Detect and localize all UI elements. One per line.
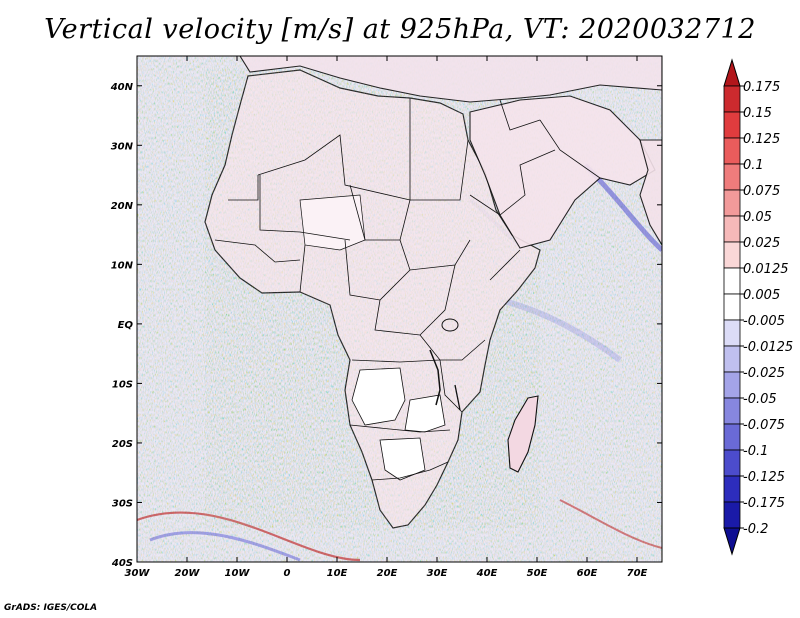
lon-tick-label: 30W xyxy=(125,568,151,579)
colorbar-segment xyxy=(723,371,741,399)
colorbar-label: -0.125 xyxy=(743,470,785,485)
colorbar-segment xyxy=(723,85,741,113)
colorbar-segment xyxy=(723,475,741,503)
lon-tick-label: 70E xyxy=(627,568,648,579)
europe-landmass xyxy=(239,56,662,103)
colorbar-label: 0.025 xyxy=(743,236,780,251)
colorbar-label: -0.1 xyxy=(743,444,768,459)
lon-axis: 30W 20W 10W 0 10E 20E 30E 40E 50E 60E 70E xyxy=(125,56,648,579)
lat-tick-label: EQ xyxy=(118,320,134,331)
colorbar-label: 0.005 xyxy=(743,288,780,303)
map-title: Vertical velocity [m/s] at 925hPa, VT: 2… xyxy=(44,14,756,45)
lon-tick-label: 0 xyxy=(284,568,291,579)
lon-tick-label: 30E xyxy=(427,568,448,579)
lon-tick-label: 20E xyxy=(377,568,398,579)
colorbar-segment xyxy=(723,215,741,243)
colorbar-segment xyxy=(723,423,741,451)
colorbar-segment xyxy=(723,111,741,139)
lat-tick-label: 20S xyxy=(112,439,133,450)
colorbar-segment xyxy=(723,137,741,165)
colorbar-min-arrow xyxy=(723,527,741,556)
colorbar-label: -0.175 xyxy=(743,496,785,511)
colorbar-label: 0.175 xyxy=(743,80,780,95)
lat-tick-label: 10S xyxy=(112,379,133,390)
colorbar-segment xyxy=(723,345,741,373)
lon-tick-label: 10E xyxy=(327,568,348,579)
lon-tick-label: 60E xyxy=(577,568,598,579)
lat-tick-label: 30N xyxy=(111,141,134,152)
colorbar-segment xyxy=(723,241,741,269)
footer-credit: GrADS: IGES/COLA xyxy=(4,603,98,613)
colorbar-label: -0.05 xyxy=(743,392,777,407)
madagascar xyxy=(507,395,539,473)
lon-tick-label: 20W xyxy=(175,568,201,579)
plot-frame xyxy=(136,55,663,563)
lon-tick-label: 50E xyxy=(527,568,548,579)
colorbar-label: 0.075 xyxy=(743,184,780,199)
colorbar-segment xyxy=(723,449,741,477)
country-borders xyxy=(214,98,601,481)
velocity-field xyxy=(137,56,662,562)
colorbar-label: -0.025 xyxy=(743,366,785,381)
colorbar-segment xyxy=(723,293,741,321)
colorbar-label: 0.125 xyxy=(743,132,780,147)
lon-tick-label: 10W xyxy=(225,568,251,579)
lon-tick-label: 40E xyxy=(476,568,498,579)
colorbar-segment xyxy=(723,189,741,217)
colorbar-label: -0.2 xyxy=(743,522,768,537)
lat-tick-label: 30S xyxy=(112,498,133,509)
lat-tick-label: 40S xyxy=(111,558,133,569)
colorbar-label: -0.0125 xyxy=(743,340,793,355)
colorbar-segment xyxy=(723,397,741,425)
lat-tick-label: 20N xyxy=(111,201,134,212)
india-landmass xyxy=(639,139,662,247)
colorbar-segment xyxy=(723,163,741,191)
colorbar-segment xyxy=(723,319,741,347)
colorbar-segment xyxy=(723,267,741,295)
colorbar-label: 0.05 xyxy=(743,210,772,225)
colorbar-label: -0.005 xyxy=(743,314,785,329)
lat-axis: 40N 30N 20N 10N EQ 10S 20S 30S 40S xyxy=(110,82,662,569)
colorbar: 0.175 0.15 0.125 0.1 0.075 0.05 0.025 0.0125 0.0… xyxy=(723,58,793,556)
colorbar-segment xyxy=(723,501,741,529)
colorbar-max-arrow xyxy=(723,58,741,87)
lat-tick-label: 40N xyxy=(110,82,134,93)
lat-tick-label: 10N xyxy=(111,260,134,271)
colorbar-label: 0.15 xyxy=(743,106,772,121)
colorbar-label: 0.1 xyxy=(743,158,764,173)
colorbar-label: -0.075 xyxy=(743,418,785,433)
colorbar-label: 0.0125 xyxy=(743,262,789,277)
